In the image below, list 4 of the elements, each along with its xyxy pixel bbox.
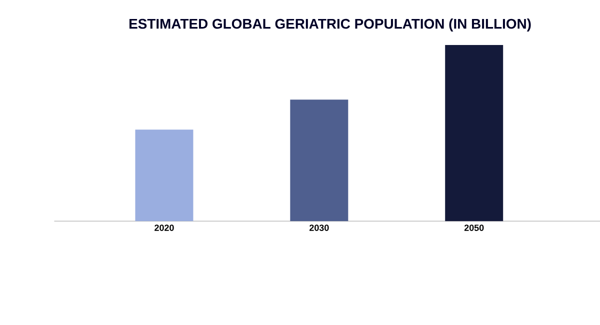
x-tick-label: 2030 xyxy=(310,224,329,231)
x-tick-label: 2020 xyxy=(154,224,174,231)
x-tick-label: 2050 xyxy=(464,224,484,231)
chart-title: ESTIMATED GLOBAL GERIATRIC POPULATION (IN BILLION) xyxy=(129,18,531,32)
